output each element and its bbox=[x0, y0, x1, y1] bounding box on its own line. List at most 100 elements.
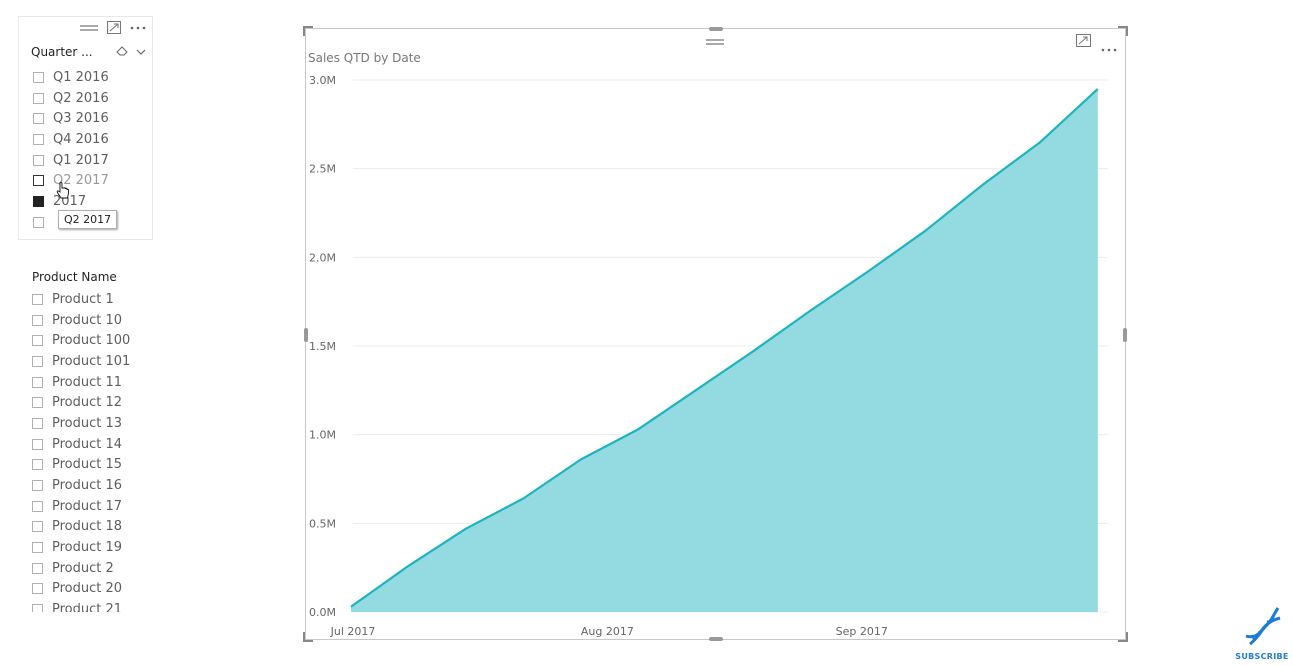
slicer-item[interactable]: Product 17 bbox=[32, 496, 130, 517]
slicer-item[interactable]: Q1 2016 bbox=[33, 67, 109, 88]
slicer-item-label: Product 1 bbox=[52, 291, 114, 307]
resize-handle-left[interactable] bbox=[304, 328, 308, 342]
resize-handle-right[interactable] bbox=[1123, 328, 1127, 342]
drag-handle-icon[interactable] bbox=[80, 24, 98, 32]
resize-handle-top-left[interactable] bbox=[303, 26, 313, 36]
slicer-item[interactable]: Product 100 bbox=[32, 330, 130, 351]
area-fill bbox=[351, 88, 1098, 612]
slicer-item[interactable]: Product 14 bbox=[32, 434, 130, 455]
slicer-item[interactable]: Q2 2016 bbox=[33, 88, 109, 109]
slicer-item[interactable]: Product 12 bbox=[32, 392, 130, 413]
subscribe-badge[interactable]: SUBSCRIBE bbox=[1234, 606, 1290, 661]
drag-handle-icon[interactable] bbox=[706, 32, 724, 51]
slicer-item[interactable]: Product 16 bbox=[32, 475, 130, 496]
series-line bbox=[350, 88, 1099, 608]
slicer-item[interactable]: Q1 2017 bbox=[33, 150, 109, 171]
checkbox[interactable] bbox=[32, 542, 43, 554]
checkbox[interactable] bbox=[32, 314, 43, 326]
checkbox[interactable] bbox=[32, 293, 43, 305]
slicer-item[interactable]: Product 13 bbox=[32, 413, 130, 434]
checkbox[interactable] bbox=[32, 417, 43, 429]
resize-handle-bottom[interactable] bbox=[709, 637, 723, 641]
checkbox[interactable] bbox=[32, 438, 43, 450]
subscribe-label: SUBSCRIBE bbox=[1235, 652, 1289, 661]
y-tick-label: 1.0M bbox=[309, 429, 336, 442]
resize-handle-top[interactable] bbox=[709, 27, 723, 31]
eraser-icon[interactable] bbox=[116, 45, 128, 59]
slicer-item[interactable]: Q2 2017 bbox=[33, 170, 109, 191]
checkbox[interactable] bbox=[32, 480, 43, 492]
y-tick-label: 2.5M bbox=[309, 163, 336, 176]
slicer-item[interactable] bbox=[33, 212, 109, 233]
checkbox[interactable] bbox=[32, 397, 43, 409]
checkbox[interactable] bbox=[32, 459, 43, 471]
chevron-down-icon[interactable] bbox=[136, 45, 146, 59]
more-options-icon[interactable] bbox=[1101, 37, 1117, 56]
slicer-item-label: Product 2 bbox=[52, 560, 114, 576]
checkbox[interactable] bbox=[32, 562, 43, 574]
checkbox[interactable] bbox=[33, 92, 44, 104]
checkbox[interactable] bbox=[33, 71, 44, 83]
slicer-item-label: Product 19 bbox=[52, 540, 123, 556]
slicer-item[interactable]: Product 15 bbox=[32, 455, 130, 476]
slicer-item[interactable]: Product 10 bbox=[32, 310, 130, 331]
quarter-slicer: Quarter ... Q1 2016 Q2 2016 Q3 2016 Q4 2016… bbox=[18, 16, 153, 240]
checkbox[interactable] bbox=[33, 216, 44, 228]
slicer-item-label: Product 16 bbox=[52, 478, 123, 494]
slicer-item[interactable]: Q3 2016 bbox=[33, 108, 109, 129]
slicer-item[interactable]: Product 19 bbox=[32, 537, 130, 558]
slicer-item-label: Product 20 bbox=[52, 581, 123, 597]
checkbox[interactable] bbox=[33, 195, 44, 207]
slicer-item[interactable]: 2017 bbox=[33, 191, 109, 212]
slicer-item[interactable]: Product 1 bbox=[32, 289, 130, 310]
slicer-item-label: Product 101 bbox=[52, 353, 131, 369]
slicer-item[interactable]: Product 18 bbox=[32, 517, 130, 538]
slicer-item-label: Product 13 bbox=[52, 415, 123, 431]
visual-header bbox=[80, 21, 146, 34]
checkbox[interactable] bbox=[33, 113, 44, 125]
checkbox[interactable] bbox=[32, 355, 43, 367]
y-tick-label: 3.0M bbox=[309, 74, 336, 87]
checkbox[interactable] bbox=[33, 175, 44, 187]
checkbox[interactable] bbox=[32, 583, 43, 595]
slicer-item[interactable]: Q4 2016 bbox=[33, 129, 109, 150]
slicer-item[interactable]: Product 21 bbox=[32, 599, 130, 612]
checkbox[interactable] bbox=[32, 376, 43, 388]
checkbox[interactable] bbox=[32, 335, 43, 347]
checkbox[interactable] bbox=[32, 521, 43, 533]
product-slicer-title: Product Name bbox=[32, 270, 117, 284]
slicer-tooltip: Q2 2017 bbox=[58, 210, 118, 229]
resize-handle-top-right[interactable] bbox=[1118, 26, 1128, 36]
slicer-item-label: Product 18 bbox=[52, 519, 123, 535]
x-tick-label: Jul 2017 bbox=[330, 625, 376, 638]
slicer-item[interactable]: Product 20 bbox=[32, 579, 130, 600]
resize-handle-bottom-left[interactable] bbox=[303, 632, 313, 642]
slicer-item-label: Product 100 bbox=[52, 333, 131, 349]
slicer-item-label: Product 21 bbox=[52, 602, 123, 612]
y-tick-label: 0.0M bbox=[309, 606, 336, 619]
checkbox[interactable] bbox=[32, 500, 43, 512]
sales-qtd-chart[interactable]: Sales QTD by Date 0.0M 0.5M 1.0M 1.5M 2.0M 2.… bbox=[303, 26, 1128, 642]
slicer-item[interactable]: Product 2 bbox=[32, 558, 130, 579]
slicer-item[interactable]: Product 11 bbox=[32, 372, 130, 393]
slicer-item[interactable]: Product 101 bbox=[32, 351, 130, 372]
slicer-item-label: Product 11 bbox=[52, 374, 123, 390]
slicer-item-label: Product 10 bbox=[52, 312, 123, 328]
product-list: Product 1 Product 10 Product 100 Product 10… bbox=[32, 289, 130, 612]
slicer-item-label: Q4 2016 bbox=[53, 131, 109, 147]
slicer-item-label: Q2 2017 bbox=[53, 173, 109, 189]
checkbox[interactable] bbox=[33, 133, 44, 145]
checkbox[interactable] bbox=[32, 604, 43, 612]
chart-plot: 0.0M 0.5M 1.0M 1.5M 2.0M 2.5M 3.0M Jul 2017 Aug … bbox=[309, 74, 1108, 638]
y-tick-label: 2.0M bbox=[309, 251, 336, 264]
focus-mode-icon[interactable] bbox=[1076, 32, 1091, 51]
slicer-item-label: Q1 2017 bbox=[53, 152, 109, 168]
slicer-item-label: Q1 2016 bbox=[53, 69, 109, 85]
checkbox[interactable] bbox=[33, 154, 44, 166]
more-options-icon[interactable] bbox=[130, 26, 146, 30]
resize-handle-bottom-right[interactable] bbox=[1118, 632, 1128, 642]
slicer-item-label: Product 12 bbox=[52, 395, 123, 411]
quarter-list: Q1 2016 Q2 2016 Q3 2016 Q4 2016 Q1 2017 Q2 20… bbox=[33, 67, 109, 233]
focus-mode-icon[interactable] bbox=[107, 21, 121, 34]
product-slicer: Product Name Product 1 Product 10 Product … bbox=[18, 262, 158, 612]
